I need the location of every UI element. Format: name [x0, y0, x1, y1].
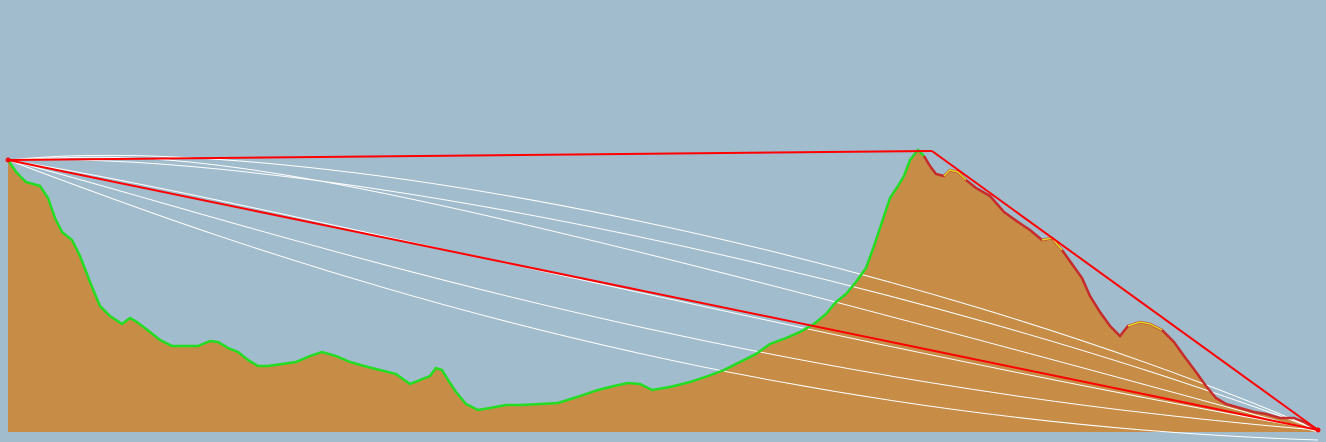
observer-point	[5, 157, 11, 163]
fresnel-outer-upper	[7, 154, 1319, 431]
fresnel-outer-lower	[7, 159, 1319, 431]
terrain-profile-hidden	[922, 155, 1319, 432]
target-point	[1315, 427, 1321, 433]
direct-sight-line	[7, 159, 1319, 431]
fresnel-upper-edge	[7, 156, 1319, 433]
fresnel-inner-lower	[7, 159, 1319, 431]
sight-line-to-peak	[7, 150, 933, 161]
fresnel-lower-edge	[7, 159, 1319, 441]
sight-line-peak-to-target	[931, 150, 1319, 431]
fresnel-inner-upper	[7, 158, 1319, 431]
line-of-sight	[7, 150, 1319, 431]
fresnel-zone	[7, 154, 1319, 441]
